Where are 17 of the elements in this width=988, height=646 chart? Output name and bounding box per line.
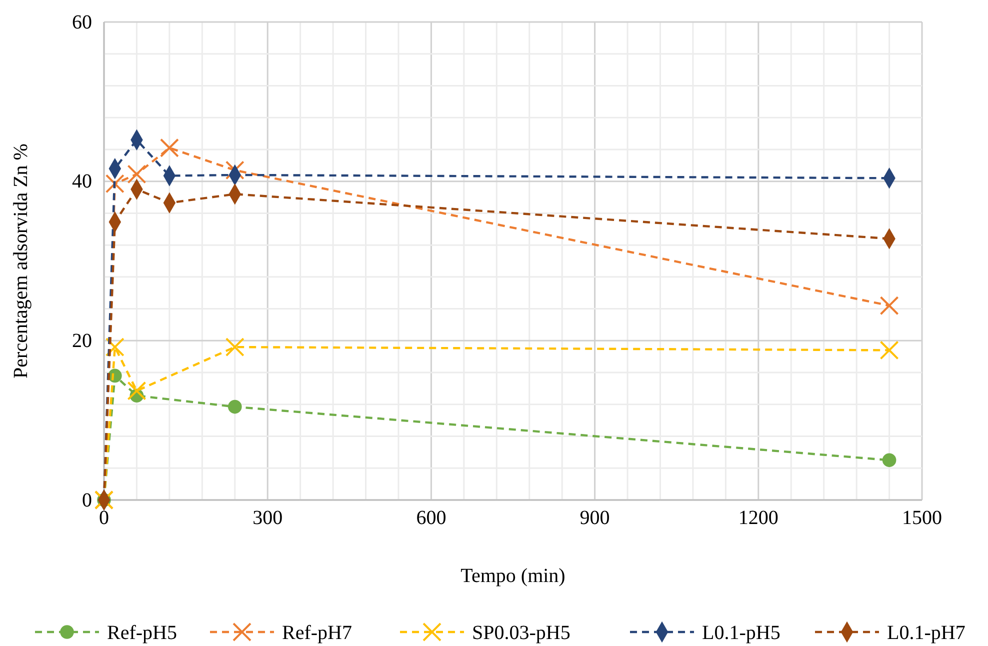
y-tick-label: 60 (72, 11, 92, 34)
x-tick-label: 300 (252, 507, 283, 530)
x-tick-label: 1500 (902, 507, 942, 530)
x-tick-label: 600 (416, 507, 446, 530)
x-tick-label: 0 (99, 507, 109, 530)
legend-label: L0.1-pH7 (887, 622, 966, 644)
y-tick-label: 20 (72, 330, 92, 352)
legend-label: SP0.03-pH5 (472, 622, 570, 644)
legend-label: Ref-pH7 (282, 622, 352, 644)
x-tick-label: 1200 (738, 507, 778, 530)
y-axis-title: Percentagem adsorvida Zn % (10, 144, 32, 378)
legend-label: Ref-pH5 (107, 622, 177, 644)
y-tick-label: 40 (72, 170, 92, 193)
x-tick-label: 900 (580, 507, 610, 530)
x-axis-title: Tempo (min) (460, 565, 566, 587)
y-tick-label: 0 (82, 489, 92, 512)
legend-label: L0.1-pH5 (702, 622, 780, 644)
